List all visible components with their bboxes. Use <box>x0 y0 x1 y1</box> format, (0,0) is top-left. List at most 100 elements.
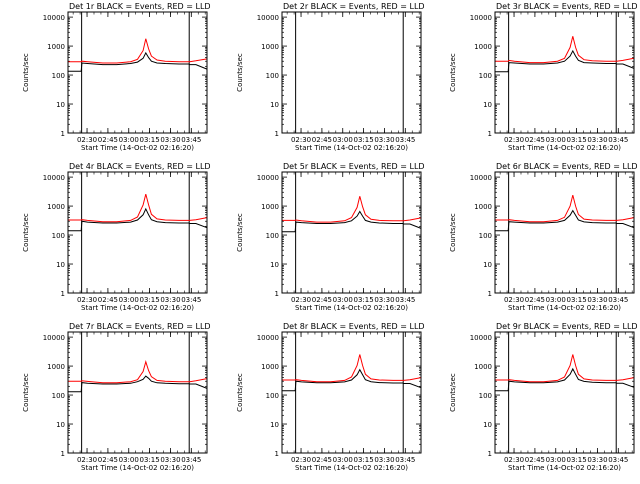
plot-frame <box>281 11 422 134</box>
y-tick-label: 10000 <box>470 14 492 22</box>
y-tick-label: 10 <box>483 261 492 269</box>
x-tick-label: 02:45 <box>312 296 332 304</box>
lld-series-line <box>495 36 635 64</box>
y-axis-label: Counts/sec <box>449 373 457 412</box>
y-tick-label: 1 <box>61 450 65 458</box>
y-axis-label: Counts/sec <box>22 53 30 92</box>
x-tick-label: 02:30 <box>291 136 311 144</box>
y-tick-label: 10 <box>483 421 492 429</box>
plot-frame <box>281 171 422 294</box>
y-tick-label: 100 <box>52 232 65 240</box>
y-axis-label: Counts/sec <box>236 373 244 412</box>
x-tick-label: 03:30 <box>160 136 180 144</box>
events-series-line <box>495 49 635 73</box>
panel-title: Det 3r BLACK = Events, RED = LLD <box>496 2 638 11</box>
y-tick-label: 1 <box>488 130 492 138</box>
y-tick-label: 1 <box>275 130 279 138</box>
plot-frame <box>67 11 208 134</box>
y-axis-label: Counts/sec <box>22 213 30 252</box>
plot-frame <box>67 331 208 454</box>
x-axis-label: Start Time (14-Oct-02 02:16:20) <box>508 304 621 312</box>
x-tick-label: 03:45 <box>181 456 201 464</box>
x-tick-label: 02:30 <box>504 456 524 464</box>
x-tick-label: 03:15 <box>353 456 373 464</box>
events-series-line <box>68 375 208 393</box>
y-tick-label: 10000 <box>43 14 65 22</box>
events-series-line <box>495 367 635 392</box>
detector-panel-2: Det 2r BLACK = Events, RED = LLD Counts/s… <box>236 2 425 152</box>
x-tick-label: 02:30 <box>291 456 311 464</box>
lld-series-line <box>282 354 422 383</box>
detector-panel-8: Det 8r BLACK = Events, RED = LLD Counts/s… <box>236 322 425 472</box>
panel-title: Det 5r BLACK = Events, RED = LLD <box>283 162 425 171</box>
x-tick-label: 03:15 <box>353 136 373 144</box>
y-tick-label: 10 <box>483 101 492 109</box>
x-axis-label: Start Time (14-Oct-02 02:16:20) <box>81 304 194 312</box>
x-tick-label: 03:30 <box>374 136 394 144</box>
x-axis-label: Start Time (14-Oct-02 02:16:20) <box>508 144 621 152</box>
lld-series-line <box>282 196 422 223</box>
y-axis-label: Counts/sec <box>449 53 457 92</box>
lld-series-line <box>495 354 635 383</box>
detector-panel-1: Det 1r BLACK = Events, RED = LLD Counts/s… <box>22 2 211 152</box>
plot-frame <box>494 11 635 134</box>
x-tick-label: 02:30 <box>291 296 311 304</box>
lld-series-line <box>68 360 208 384</box>
detector-panel-4: Det 4r BLACK = Events, RED = LLD Counts/s… <box>22 162 211 312</box>
y-tick-label: 1000 <box>47 43 65 51</box>
y-tick-label: 100 <box>479 72 492 80</box>
x-tick-label: 03:30 <box>587 456 607 464</box>
detector-panel-7: Det 7r BLACK = Events, RED = LLD Counts/s… <box>22 322 211 472</box>
panel-title: Det 4r BLACK = Events, RED = LLD <box>69 162 211 171</box>
panel-title: Det 1r BLACK = Events, RED = LLD <box>69 2 211 11</box>
y-tick-label: 1 <box>61 290 65 298</box>
x-tick-label: 03:00 <box>333 296 353 304</box>
y-tick-label: 100 <box>479 392 492 400</box>
y-tick-label: 1000 <box>474 363 492 371</box>
y-tick-label: 10000 <box>470 174 492 182</box>
x-tick-label: 03:00 <box>546 456 566 464</box>
y-tick-label: 1 <box>488 450 492 458</box>
x-tick-label: 03:30 <box>160 296 180 304</box>
x-tick-label: 02:45 <box>98 456 118 464</box>
x-tick-label: 03:30 <box>160 456 180 464</box>
y-tick-label: 1000 <box>47 203 65 211</box>
x-tick-label: 03:45 <box>608 456 628 464</box>
y-tick-label: 1000 <box>261 363 279 371</box>
y-tick-label: 1 <box>488 290 492 298</box>
y-tick-label: 10000 <box>257 174 279 182</box>
x-tick-label: 03:30 <box>587 136 607 144</box>
x-tick-label: 02:45 <box>525 296 545 304</box>
x-axis-label: Start Time (14-Oct-02 02:16:20) <box>295 304 408 312</box>
panel-title: Det 6r BLACK = Events, RED = LLD <box>496 162 638 171</box>
x-axis-label: Start Time (14-Oct-02 02:16:20) <box>81 144 194 152</box>
y-tick-label: 1 <box>275 290 279 298</box>
plot-frame <box>494 331 635 454</box>
x-tick-label: 03:15 <box>139 136 159 144</box>
events-series-line <box>495 209 635 232</box>
x-tick-label: 03:45 <box>395 456 415 464</box>
events-series-line <box>282 368 422 392</box>
y-tick-label: 10 <box>56 421 65 429</box>
x-tick-label: 03:45 <box>181 296 201 304</box>
x-tick-label: 03:30 <box>587 296 607 304</box>
y-tick-label: 1000 <box>261 43 279 51</box>
x-tick-label: 03:30 <box>374 456 394 464</box>
x-axis-label: Start Time (14-Oct-02 02:16:20) <box>81 464 194 472</box>
y-tick-label: 10000 <box>43 334 65 342</box>
y-tick-label: 1 <box>275 450 279 458</box>
detector-panel-3: Det 3r BLACK = Events, RED = LLD Counts/s… <box>449 2 638 152</box>
panel-title: Det 9r BLACK = Events, RED = LLD <box>496 322 638 331</box>
y-axis-label: Counts/sec <box>449 213 457 252</box>
x-tick-label: 02:45 <box>98 136 118 144</box>
y-tick-label: 100 <box>266 72 279 80</box>
x-tick-label: 02:30 <box>77 296 97 304</box>
x-axis-label: Start Time (14-Oct-02 02:16:20) <box>295 464 408 472</box>
y-tick-label: 1000 <box>474 203 492 211</box>
lld-series-line <box>495 194 635 223</box>
x-tick-label: 03:45 <box>395 296 415 304</box>
x-tick-label: 02:30 <box>504 296 524 304</box>
lld-series-line <box>68 193 208 223</box>
